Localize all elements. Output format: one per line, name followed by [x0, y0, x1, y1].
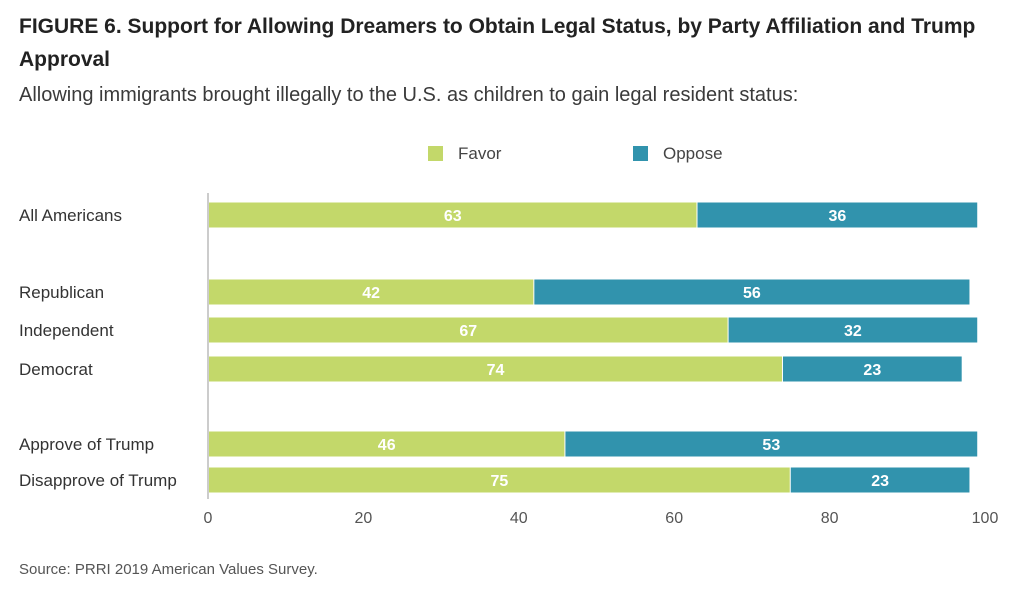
data-label-oppose-approve-of-trump: 53 [762, 437, 780, 454]
x-tick-label-20: 20 [355, 510, 373, 527]
data-label-oppose-disapprove-of-trump: 23 [871, 473, 889, 490]
data-label-favor-democrat: 74 [487, 362, 505, 379]
chart-subtitle: Allowing immigrants brought illegally to… [19, 84, 799, 106]
bar-favor-republican [208, 279, 535, 305]
x-tick-label-60: 60 [665, 510, 683, 527]
legend-swatch-favor [428, 146, 443, 161]
source-note: Source: PRRI 2019 American Values Survey… [19, 561, 318, 578]
category-label-approve-of-trump: Approve of Trump [19, 435, 154, 454]
data-label-oppose-republican: 56 [743, 285, 761, 302]
bar-oppose-independent [728, 317, 978, 343]
legend-swatch-oppose [633, 146, 648, 161]
category-label-disapprove-of-trump: Disapprove of Trump [19, 471, 177, 490]
data-label-favor-independent: 67 [459, 323, 477, 340]
data-label-oppose-all-americans: 36 [828, 208, 846, 225]
bar-favor-approve-of-trump [208, 431, 566, 457]
data-label-favor-approve-of-trump: 46 [378, 437, 396, 454]
legend-label-oppose: Oppose [663, 144, 723, 163]
bar-oppose-all-americans [697, 202, 978, 228]
x-tick-label-80: 80 [821, 510, 839, 527]
category-label-all-americans: All Americans [19, 206, 122, 225]
data-label-oppose-democrat: 23 [863, 362, 881, 379]
bar-oppose-democrat [782, 356, 962, 382]
x-tick-label-0: 0 [204, 510, 213, 527]
data-label-favor-all-americans: 63 [444, 208, 462, 225]
chart-title: FIGURE 6. Support for Allowing Dreamers … [19, 15, 976, 71]
data-label-favor-disapprove-of-trump: 75 [490, 473, 508, 490]
x-tick-label-100: 100 [972, 510, 999, 527]
bar-oppose-republican [534, 279, 970, 305]
bar-oppose-approve-of-trump [565, 431, 978, 457]
bar-favor-independent [208, 317, 729, 343]
bar-favor-democrat [208, 356, 783, 382]
data-label-oppose-independent: 32 [844, 323, 862, 340]
bar-oppose-disapprove-of-trump [790, 467, 970, 493]
category-label-republican: Republican [19, 283, 104, 302]
category-label-independent: Independent [19, 321, 114, 340]
category-label-democrat: Democrat [19, 360, 93, 379]
x-tick-label-40: 40 [510, 510, 528, 527]
legend-label-favor: Favor [458, 144, 502, 163]
bar-favor-disapprove-of-trump [208, 467, 791, 493]
data-label-favor-republican: 42 [362, 285, 380, 302]
bar-favor-all-americans [208, 202, 698, 228]
